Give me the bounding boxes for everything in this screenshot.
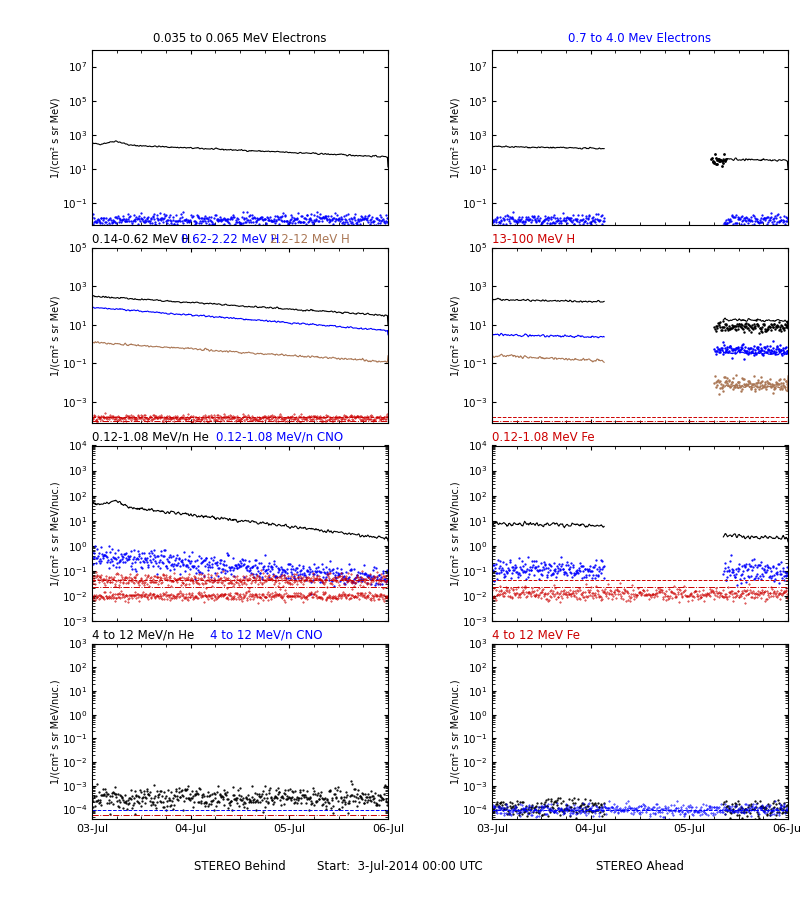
Text: 0.12-1.08 MeV/n CNO: 0.12-1.08 MeV/n CNO: [216, 431, 343, 444]
Y-axis label: 1/(cm² s sr MeV/nuc.): 1/(cm² s sr MeV/nuc.): [50, 679, 60, 784]
Text: 0.7 to 4.0 Mev Electrons: 0.7 to 4.0 Mev Electrons: [569, 32, 711, 45]
Text: 0.035 to 0.065 MeV Electrons: 0.035 to 0.065 MeV Electrons: [154, 32, 326, 45]
Text: 2.2-12 MeV H: 2.2-12 MeV H: [270, 233, 350, 246]
Y-axis label: 1/(cm² s sr MeV): 1/(cm² s sr MeV): [450, 97, 460, 177]
Y-axis label: 1/(cm² s sr MeV): 1/(cm² s sr MeV): [50, 97, 60, 177]
Y-axis label: 1/(cm² s sr MeV): 1/(cm² s sr MeV): [450, 295, 460, 375]
Text: 0.14-0.62 MeV H: 0.14-0.62 MeV H: [92, 233, 190, 246]
Text: 0.12-1.08 MeV/n He: 0.12-1.08 MeV/n He: [92, 431, 209, 444]
Y-axis label: 1/(cm² s sr MeV/nuc.): 1/(cm² s sr MeV/nuc.): [450, 481, 460, 586]
Y-axis label: 1/(cm² s sr MeV/nuc.): 1/(cm² s sr MeV/nuc.): [50, 481, 60, 586]
Text: STEREO Ahead: STEREO Ahead: [596, 860, 684, 872]
Text: 0.62-2.22 MeV H: 0.62-2.22 MeV H: [181, 233, 279, 246]
Y-axis label: 1/(cm² s sr MeV): 1/(cm² s sr MeV): [50, 295, 60, 375]
Text: 4 to 12 MeV/n CNO: 4 to 12 MeV/n CNO: [210, 629, 323, 642]
Text: 4 to 12 MeV Fe: 4 to 12 MeV Fe: [492, 629, 580, 642]
Text: 4 to 12 MeV/n He: 4 to 12 MeV/n He: [92, 629, 194, 642]
Text: Start:  3-Jul-2014 00:00 UTC: Start: 3-Jul-2014 00:00 UTC: [317, 860, 483, 872]
Text: 0.12-1.08 MeV Fe: 0.12-1.08 MeV Fe: [492, 431, 594, 444]
Text: 13-100 MeV H: 13-100 MeV H: [492, 233, 575, 246]
Text: STEREO Behind: STEREO Behind: [194, 860, 286, 872]
Y-axis label: 1/(cm² s sr MeV/nuc.): 1/(cm² s sr MeV/nuc.): [450, 679, 460, 784]
